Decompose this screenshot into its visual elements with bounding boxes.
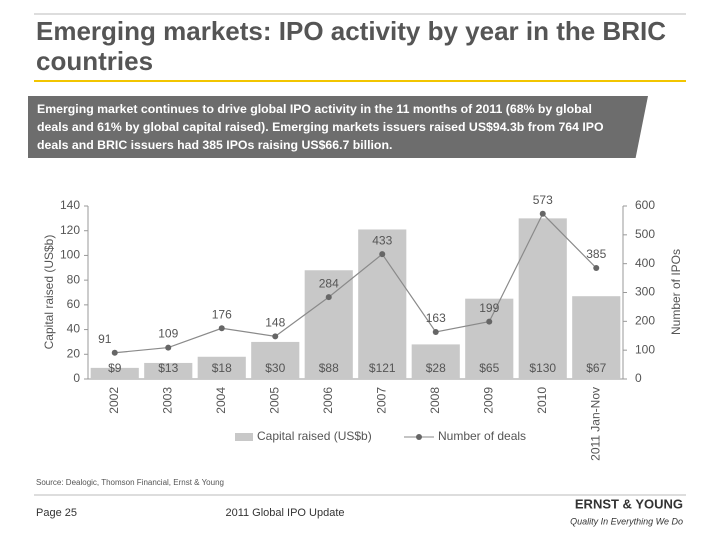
x-tick-label: 2010	[535, 387, 549, 414]
bar-label: $65	[479, 361, 499, 375]
line-point	[486, 318, 493, 325]
y-tick-label: 0	[73, 371, 80, 385]
x-tick-label: 2004	[214, 387, 228, 414]
bar	[411, 344, 460, 379]
y-tick-label: 20	[67, 346, 81, 360]
bar	[90, 367, 139, 379]
bar	[465, 298, 514, 379]
y2-tick-label: 400	[635, 256, 655, 270]
bar	[518, 218, 567, 379]
footer-text: 2011 Global IPO Update	[225, 507, 344, 519]
bar-label: $67	[586, 361, 606, 375]
y2-axis-label: Number of IPOs	[669, 249, 683, 335]
line-point	[111, 349, 118, 356]
point-label: 163	[426, 311, 446, 325]
bar	[197, 356, 246, 379]
legend-swatch	[416, 434, 422, 440]
title: Emerging markets: IPO activity by year i…	[36, 16, 666, 76]
y2-tick-label: 100	[635, 342, 655, 356]
point-label: 91	[98, 332, 112, 346]
legend-label: Number of deals	[438, 429, 526, 443]
line-point	[432, 329, 439, 336]
line-point	[272, 333, 279, 340]
x-tick-label: 2009	[481, 387, 495, 414]
point-label: 573	[533, 193, 553, 207]
point-label: 109	[158, 327, 178, 341]
line-point	[593, 264, 600, 271]
bar-label: $13	[158, 361, 178, 375]
x-tick-label: 2008	[428, 387, 442, 414]
point-label: 176	[212, 307, 232, 321]
bar	[251, 341, 300, 379]
line-point	[379, 251, 386, 258]
y2-tick-label: 300	[635, 285, 655, 299]
bar-label: $28	[426, 361, 446, 375]
bar-label: $30	[265, 361, 285, 375]
banner: Emerging market continues to drive globa…	[28, 96, 648, 158]
bar	[304, 270, 353, 379]
point-label: 385	[586, 247, 606, 261]
tagline: Quality In Everything We Do	[570, 516, 683, 526]
y-tick-label: 40	[67, 322, 81, 336]
line-point	[165, 344, 172, 351]
legend-label: Capital raised (US$b)	[257, 429, 372, 443]
x-tick-label: 2011 Jan-Nov	[588, 387, 602, 461]
source: Source: Dealogic, Thomson Financial, Ern…	[36, 478, 224, 487]
line	[114, 212, 597, 354]
bar	[572, 296, 621, 379]
y-tick-label: 100	[60, 248, 80, 262]
y2-tick-label: 600	[635, 198, 655, 212]
bar	[144, 362, 193, 379]
y2-tick-label: 200	[635, 314, 655, 328]
bar-label: $121	[369, 361, 396, 375]
point-label: 148	[265, 315, 285, 329]
bar-label: $88	[319, 361, 339, 375]
y-tick-label: 80	[67, 272, 81, 286]
bar-label: $130	[529, 361, 556, 375]
x-tick-label: 2002	[107, 387, 121, 414]
x-tick-label: 2005	[267, 387, 281, 414]
line-point	[325, 294, 332, 301]
legend-swatch	[235, 433, 253, 441]
page-number: Page 25	[36, 507, 77, 519]
y-tick-label: 120	[60, 223, 80, 237]
bar-label: $18	[212, 361, 232, 375]
x-tick-label: 2003	[160, 387, 174, 414]
line-point	[218, 325, 225, 332]
y-tick-label: 140	[60, 198, 80, 212]
y-tick-label: 60	[67, 297, 81, 311]
logo: ERNST & YOUNG	[575, 496, 683, 511]
point-label: 284	[319, 276, 339, 290]
bar-label: $9	[108, 361, 122, 375]
y2-tick-label: 500	[635, 227, 655, 241]
y-axis-label: Capital raised (US$b)	[42, 235, 56, 350]
y2-tick-label: 0	[635, 371, 642, 385]
x-tick-label: 2007	[374, 387, 388, 414]
line-point	[539, 210, 546, 217]
point-label: 433	[372, 233, 392, 247]
point-label: 199	[479, 301, 499, 315]
x-tick-label: 2006	[321, 387, 335, 414]
